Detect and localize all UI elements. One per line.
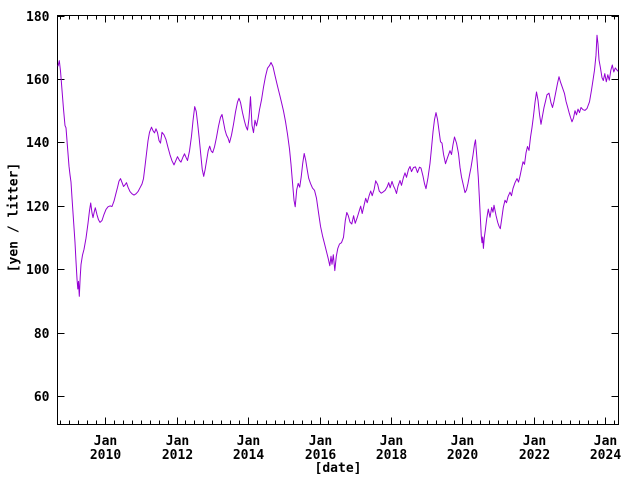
x-tick-label-month: Jan — [380, 434, 403, 449]
x-tick-label-year: 2020 — [447, 448, 478, 463]
y-tick-label: 160 — [26, 73, 50, 88]
x-tick-label-month: Jan — [237, 434, 260, 449]
x-tick-label-month: Jan — [451, 434, 474, 449]
x-tick-label-year: 2010 — [90, 448, 121, 463]
y-tick-label: 100 — [26, 263, 50, 278]
y-axis-title: [yen / litter] — [6, 162, 22, 273]
y-tick-label: 80 — [34, 327, 50, 342]
x-tick-label-month: Jan — [94, 434, 117, 449]
y-tick-label: 140 — [26, 136, 50, 151]
x-tick-label-month: Jan — [166, 434, 189, 449]
price-line-fuel-price — [57, 34, 619, 297]
y-tick-label: 180 — [26, 10, 50, 25]
x-tick-label-month: Jan — [523, 434, 546, 449]
x-tick-label-month: Jan — [594, 434, 617, 449]
x-tick-label-year: 2012 — [162, 448, 193, 463]
x-tick-label-month: Jan — [309, 434, 332, 449]
y-tick-label: 60 — [34, 390, 50, 405]
x-tick-label-year: 2016 — [305, 448, 336, 463]
plot-border — [57, 15, 619, 425]
x-tick-label-year: 2024 — [590, 448, 621, 463]
y-tick-label: 120 — [26, 200, 50, 215]
x-tick-label-year: 2014 — [233, 448, 264, 463]
x-axis-title: [date] — [314, 461, 362, 476]
x-tick-label-year: 2018 — [376, 448, 407, 463]
x-tick-label-year: 2022 — [519, 448, 550, 463]
